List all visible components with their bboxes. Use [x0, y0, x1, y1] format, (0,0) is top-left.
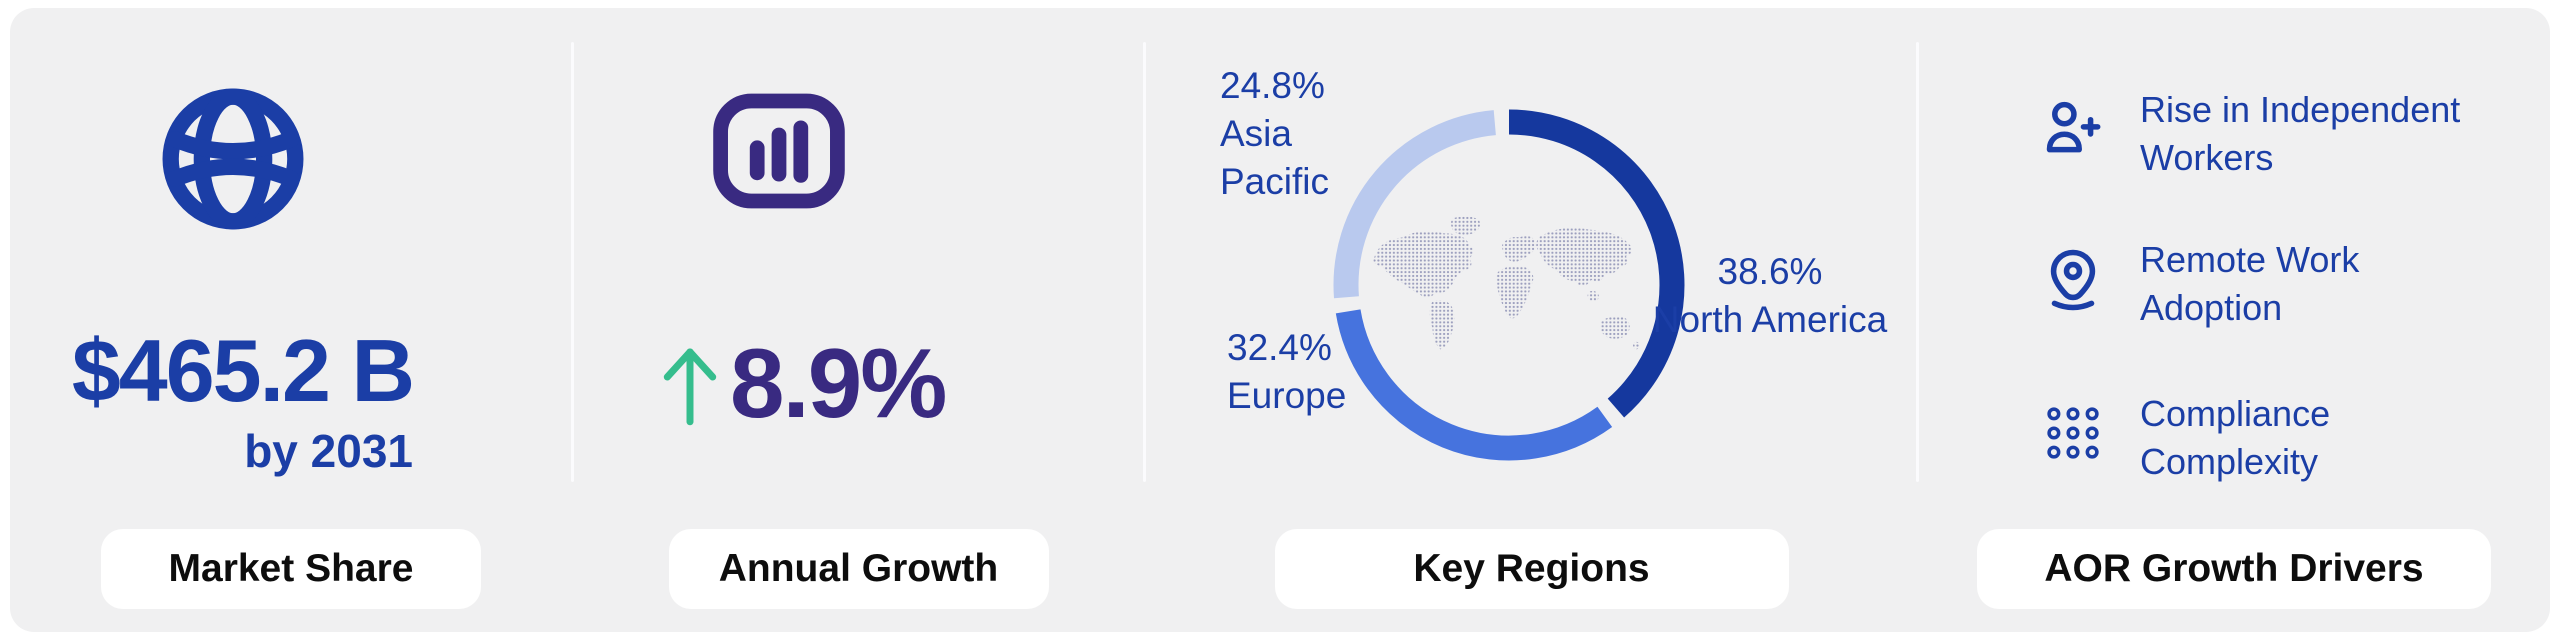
region-label-asia-pacific: 24.8% Asia Pacific — [1220, 62, 1400, 206]
driver-row-independent-workers: Rise in Independent Workers — [2036, 86, 2480, 182]
driver-label: Compliance Complexity — [2140, 393, 2331, 482]
region-name: North America — [1652, 299, 1888, 340]
location-pin-icon — [2050, 249, 2096, 311]
panel-divider — [571, 42, 574, 482]
growth-row: 8.9% — [658, 328, 947, 438]
panel-market-share: $465.2 B by 2031 Market Share — [10, 8, 572, 632]
donut-chart — [1333, 109, 1685, 461]
badge-market-share: Market Share — [101, 529, 481, 609]
badge-annual-growth: Annual Growth — [668, 529, 1049, 609]
badge-key-regions: Key Regions — [1274, 529, 1789, 609]
panel-annual-growth: 8.9% Annual Growth — [572, 8, 1145, 632]
panel-growth-drivers: Rise in Independent Workers Remote Work … — [1918, 8, 2550, 632]
driver-label: Remote Work Adoption — [2140, 239, 2360, 328]
panel-divider — [1143, 42, 1146, 482]
donut-slice-north-america — [1508, 109, 1685, 418]
badge-label: Market Share — [168, 547, 414, 590]
dotted-world-map — [1373, 216, 1640, 350]
growth-value: 8.9% — [730, 328, 947, 438]
market-value-year: by 2031 — [244, 424, 413, 477]
driver-row-compliance: Compliance Complexity — [2036, 390, 2480, 486]
driver-row-remote-work: Remote Work Adoption — [2036, 236, 2480, 332]
donut-slice-europe — [1335, 309, 1613, 461]
panel-key-regions: 24.8% Asia Pacific 38.6% North America 3… — [1145, 8, 1918, 632]
globe-icon — [162, 88, 304, 230]
bar-chart-icon — [713, 93, 845, 209]
badge-label: Annual Growth — [718, 547, 999, 590]
region-name: Europe — [1227, 375, 1347, 416]
market-value: $465.2 B — [71, 321, 415, 420]
region-name: Asia Pacific — [1220, 113, 1329, 202]
region-label-europe: 32.4% Europe — [1227, 324, 1407, 420]
driver-label: Rise in Independent Workers — [2140, 89, 2461, 178]
infographic-card — [10, 8, 2550, 632]
badge-aor-growth-drivers: AOR Growth Drivers — [1977, 529, 2491, 609]
dots-grid-icon — [2047, 407, 2099, 459]
region-percent: 32.4% — [1227, 327, 1332, 368]
region-percent: 38.6% — [1717, 251, 1823, 292]
user-plus-icon — [2046, 101, 2101, 153]
donut-slice-asia-pacific — [1333, 110, 1497, 299]
badge-label: AOR Growth Drivers — [2044, 547, 2424, 590]
market-value-block: $465.2 B by 2031 — [71, 321, 415, 478]
region-percent: 24.8% — [1220, 65, 1325, 106]
region-label-north-america: 38.6% North America — [1640, 248, 1900, 344]
panel-divider — [1916, 42, 1919, 482]
trend-up-arrow-icon — [663, 348, 717, 426]
badge-label: Key Regions — [1413, 547, 1650, 590]
